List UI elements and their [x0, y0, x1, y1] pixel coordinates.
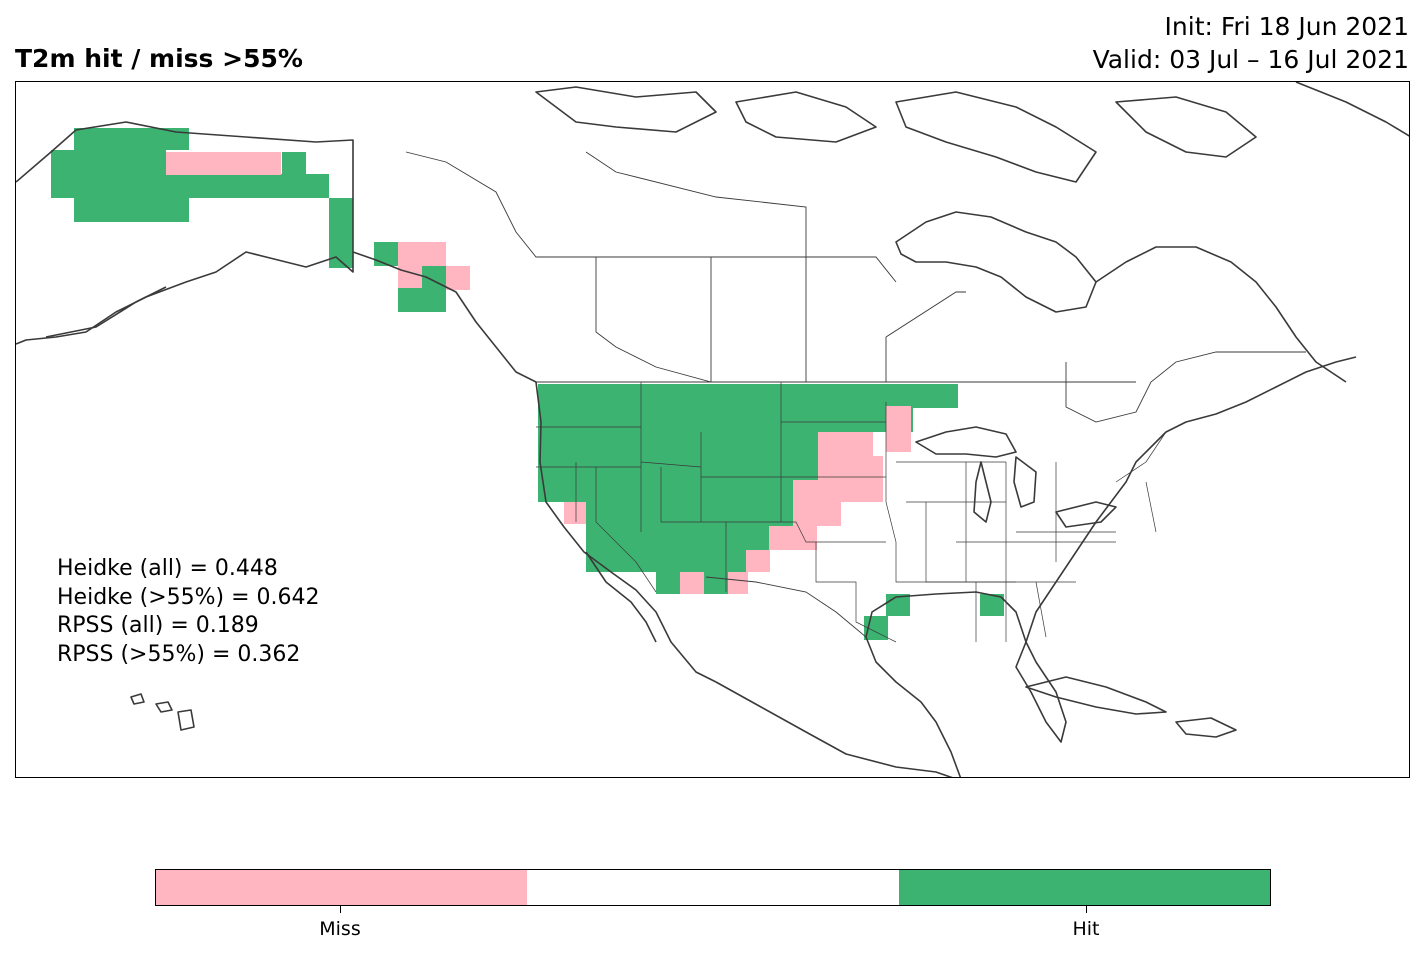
score-rpss-all: RPSS (all) = 0.189	[57, 613, 259, 638]
hit-cell	[586, 502, 793, 526]
state-borders	[536, 382, 1167, 643]
hit-cell	[538, 408, 913, 432]
political-borders	[352, 142, 1306, 638]
score-heidke-55: Heidke (>55%) = 0.642	[57, 584, 320, 610]
hit-cell	[282, 152, 306, 175]
hit-cell	[374, 242, 398, 266]
miss-cell	[166, 152, 281, 175]
miss-cell	[398, 242, 446, 266]
hit-cell	[586, 526, 769, 550]
hit-cell	[329, 198, 353, 268]
hit-cell	[980, 594, 1004, 616]
miss-cell	[564, 502, 586, 524]
score-heidke-all: Heidke (all) = 0.448	[57, 556, 278, 581]
colorbar-tick-hit	[1086, 906, 1087, 913]
miss-cell	[793, 480, 883, 502]
miss-cell	[818, 456, 883, 480]
map-title: T2m hit / miss >55%	[15, 44, 303, 73]
coastlines	[16, 82, 1409, 777]
hit-cell	[704, 572, 728, 594]
hit-cell	[74, 198, 189, 222]
miss-cell	[446, 266, 470, 290]
score-rpss-55: RPSS (>55%) = 0.362	[57, 641, 301, 667]
colorbar-neutral-segment	[527, 870, 899, 905]
hit-cell	[422, 266, 446, 290]
skill-scores: Heidke (all) = 0.448 Heidke (>55%) = 0.6…	[57, 555, 320, 669]
miss-cell	[680, 572, 704, 594]
hit-cell	[586, 550, 746, 572]
hit-cell	[538, 384, 958, 408]
colorbar-hit-segment	[898, 870, 1270, 905]
hit-cell	[538, 456, 818, 480]
hit-cell	[398, 288, 446, 312]
colorbar-label-hit: Hit	[1072, 918, 1100, 940]
hit-cell	[538, 480, 793, 502]
hit-cell	[51, 150, 166, 174]
hit-cell	[74, 128, 189, 150]
map-panel	[15, 81, 1410, 778]
miss-cell	[769, 526, 817, 550]
valid-date: Valid: 03 Jul – 16 Jul 2021	[1092, 45, 1409, 74]
init-date: Init: Fri 18 Jun 2021	[1164, 12, 1409, 41]
miss-cell	[793, 502, 841, 526]
miss-cell	[818, 432, 873, 456]
miss-cell	[886, 406, 911, 452]
colorbar-tick-miss	[340, 906, 341, 913]
hit-miss-cells	[51, 128, 1004, 640]
miss-cell	[746, 550, 770, 572]
hit-cell	[538, 432, 818, 456]
date-info: Init: Fri 18 Jun 2021 Valid: 03 Jul – 16…	[1093, 10, 1409, 76]
hit-cell	[51, 174, 329, 198]
colorbar	[155, 869, 1271, 906]
colorbar-label-miss: Miss	[319, 918, 361, 940]
colorbar-miss-segment	[156, 870, 528, 905]
map-canvas	[16, 82, 1409, 777]
miss-cell	[728, 572, 748, 594]
hit-cell	[656, 572, 680, 594]
